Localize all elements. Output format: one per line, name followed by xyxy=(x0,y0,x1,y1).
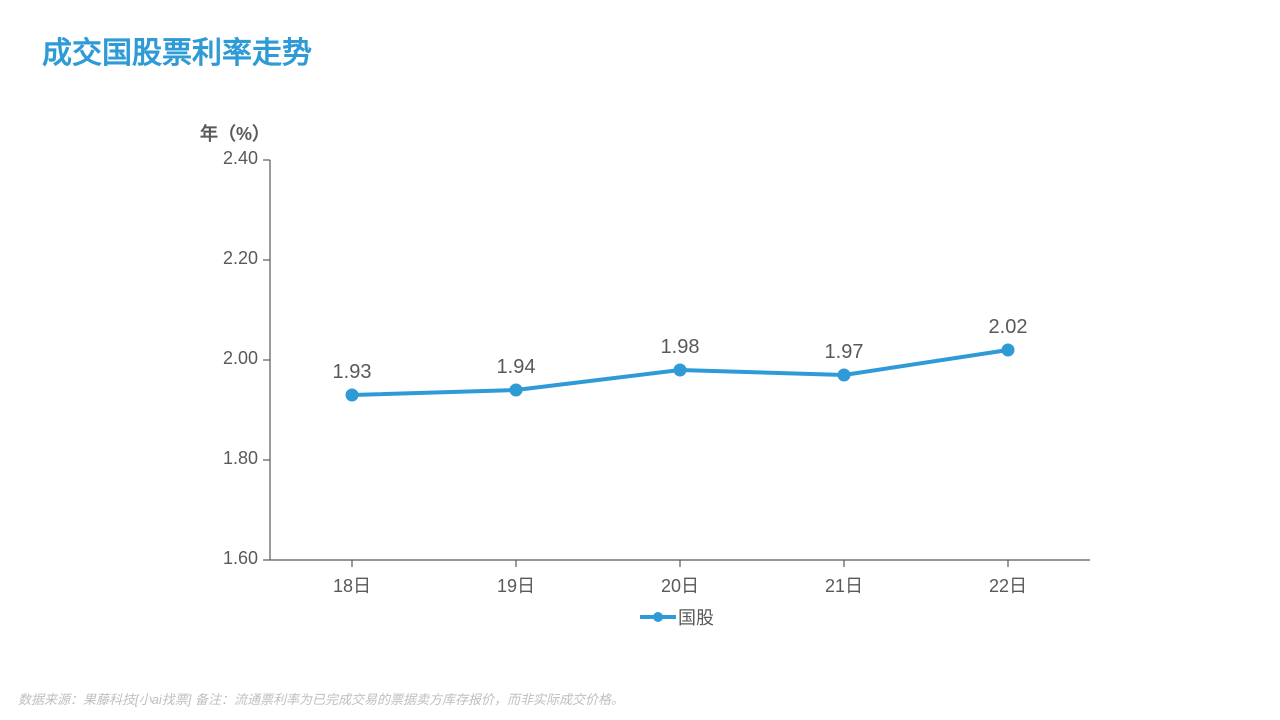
x-tick-label: 21日 xyxy=(825,572,863,598)
y-tick-label: 1.80 xyxy=(198,448,258,469)
footnote: 数据来源：果藤科技[小ai找票] 备注：流通票利率为已完成交易的票据卖方库存报价… xyxy=(18,689,624,708)
data-label: 1.93 xyxy=(333,361,372,384)
chart-legend: 国股 xyxy=(640,604,714,630)
y-tick-label: 2.00 xyxy=(198,348,258,369)
x-tick-label: 19日 xyxy=(497,572,535,598)
data-label: 1.94 xyxy=(497,356,536,379)
page-title: 成交国股票利率走势 xyxy=(42,28,312,72)
y-axis-title: 年（%） xyxy=(200,120,270,146)
y-tick-label: 1.60 xyxy=(198,548,258,569)
legend-marker-icon xyxy=(653,612,663,622)
line-chart: 年（%） 1.60 1.80 2.00 2.20 2.40 18日 19日 20日 21日 22日… xyxy=(180,100,1100,600)
chart-svg xyxy=(180,100,1100,600)
x-tick-label: 22日 xyxy=(989,572,1027,598)
x-tick-label: 20日 xyxy=(661,572,699,598)
data-label: 1.98 xyxy=(661,336,700,359)
data-label: 1.97 xyxy=(825,341,864,364)
legend-label: 国股 xyxy=(678,604,714,630)
y-tick-label: 2.40 xyxy=(198,148,258,169)
legend-line xyxy=(640,615,676,619)
x-tick-label: 18日 xyxy=(333,572,371,598)
data-label: 2.02 xyxy=(989,316,1028,339)
y-tick-label: 2.20 xyxy=(198,248,258,269)
